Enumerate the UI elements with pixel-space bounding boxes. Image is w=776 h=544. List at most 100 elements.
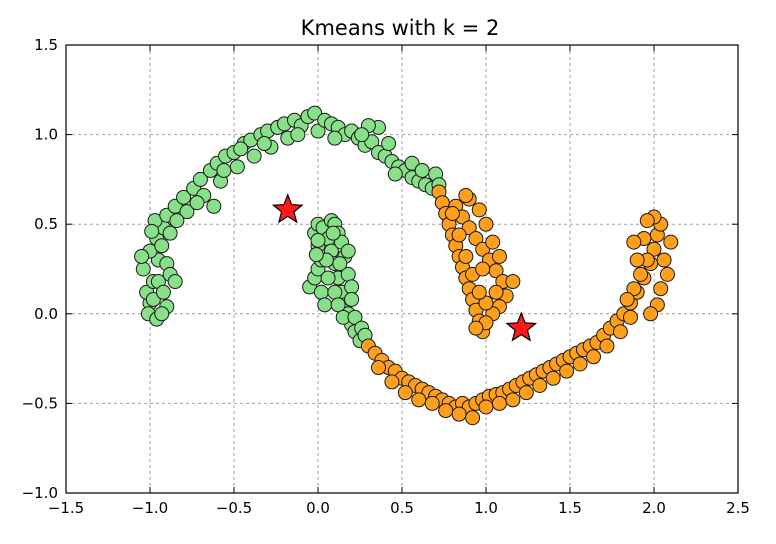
green-cluster-point xyxy=(317,297,333,313)
green-cluster-point xyxy=(216,162,232,178)
green-cluster-point xyxy=(340,243,356,259)
green-cluster-point xyxy=(145,291,161,307)
y-tick-label: 1.0 xyxy=(34,126,58,144)
orange-cluster-point xyxy=(491,395,507,411)
green-cluster-point xyxy=(310,123,326,139)
orange-cluster-point xyxy=(622,309,638,325)
orange-cluster-point xyxy=(475,241,491,257)
orange-cluster-point xyxy=(626,234,642,250)
green-cluster-point xyxy=(347,309,363,325)
green-cluster-point xyxy=(144,223,160,239)
orange-cluster-point xyxy=(505,392,521,408)
green-cluster-point xyxy=(332,256,348,272)
centroid-star xyxy=(271,193,304,224)
green-cluster-point xyxy=(330,297,346,313)
orange-cluster-point xyxy=(646,241,662,257)
y-tick-label: 1.5 xyxy=(34,36,58,54)
y-tick-label: 0.5 xyxy=(34,215,58,233)
green-cluster-point xyxy=(134,248,150,264)
x-tick-label: 1.0 xyxy=(474,499,498,517)
orange-cluster-point xyxy=(458,248,474,264)
orange-cluster-point xyxy=(424,395,440,411)
green-cluster-point xyxy=(233,141,249,157)
centroid-star xyxy=(505,311,538,342)
orange-cluster-point xyxy=(478,399,494,415)
green-cluster-point xyxy=(162,225,178,241)
orange-cluster-point xyxy=(559,363,575,379)
orange-cluster-point xyxy=(518,385,534,401)
orange-cluster-point xyxy=(471,284,487,300)
x-tick-label: 1.5 xyxy=(558,499,582,517)
green-cluster-point xyxy=(206,198,222,214)
orange-cluster-point xyxy=(451,227,467,243)
orange-cluster-point xyxy=(411,392,427,408)
green-cluster-point xyxy=(387,166,403,182)
x-tick-label: −1.5 xyxy=(48,499,84,517)
y-tick-label: 0.0 xyxy=(34,305,58,323)
orange-cluster-point xyxy=(461,220,477,236)
orange-cluster-point xyxy=(397,385,413,401)
x-tick-label: 2.5 xyxy=(726,499,750,517)
y-tick-label: −0.5 xyxy=(22,394,58,412)
orange-cluster-point xyxy=(663,234,679,250)
green-cluster-point xyxy=(246,148,262,164)
orange-cluster-point xyxy=(458,188,474,204)
orange-cluster-point xyxy=(619,291,635,307)
orange-cluster-point xyxy=(475,261,491,277)
orange-cluster-point xyxy=(653,281,669,297)
green-cluster-point xyxy=(307,105,323,121)
green-cluster-point xyxy=(192,171,208,187)
centroids xyxy=(271,193,538,342)
green-cluster-point xyxy=(155,284,171,300)
green-cluster-point xyxy=(154,306,170,322)
orange-cluster-point xyxy=(643,306,659,322)
orange-cluster-point xyxy=(468,320,484,336)
green-cluster-point xyxy=(381,136,397,152)
green-cluster-point xyxy=(354,127,370,143)
axis-ticks: −1.5 −1.0 −0.5 0.0 0.5 1.0 1.5 2.0 2.5−1.0−0.50.… xyxy=(22,36,750,517)
green-cluster-point xyxy=(327,284,343,300)
green-cluster-point xyxy=(169,213,185,229)
green-cluster-point xyxy=(179,204,195,220)
x-tick-label: 2.0 xyxy=(642,499,666,517)
orange-cluster-point xyxy=(384,374,400,390)
orange-cluster-point xyxy=(478,216,494,232)
orange-cluster-point xyxy=(505,274,521,290)
orange-cluster-point xyxy=(451,406,467,422)
orange-cluster-point xyxy=(659,266,675,282)
green-cluster-point xyxy=(404,155,420,171)
green-cluster-point xyxy=(313,284,329,300)
green-cluster-point xyxy=(167,274,183,290)
orange-cluster-point xyxy=(629,252,645,268)
chart-title: Kmeans with k = 2 xyxy=(301,16,500,40)
x-tick-label: −0.5 xyxy=(216,499,252,517)
green-cluster-point xyxy=(320,270,336,286)
green-cluster-point xyxy=(308,247,324,263)
green-cluster-point xyxy=(344,291,360,307)
orange-cluster-point xyxy=(488,284,504,300)
orange-cluster-point xyxy=(599,338,615,354)
orange-cluster-point xyxy=(532,377,548,393)
orange-cluster-point xyxy=(639,213,655,229)
orange-cluster-point xyxy=(626,281,642,297)
orange-cluster-point xyxy=(471,202,487,218)
orange-cluster-point xyxy=(438,403,454,419)
green-cluster-point xyxy=(176,189,192,205)
x-tick-label: −1.0 xyxy=(132,499,168,517)
x-tick-label: 0.0 xyxy=(306,499,330,517)
orange-cluster-point xyxy=(572,356,588,372)
orange-cluster-point xyxy=(465,410,481,426)
green-cluster-point xyxy=(256,136,272,152)
data-points xyxy=(134,105,679,426)
orange-cluster-point xyxy=(370,360,386,376)
green-cluster-point xyxy=(290,127,306,143)
orange-cluster-point xyxy=(491,248,507,264)
orange-cluster-point xyxy=(633,266,649,282)
green-cluster-point xyxy=(154,238,170,254)
orange-cluster-point xyxy=(586,349,602,365)
green-cluster-point xyxy=(325,225,341,241)
green-cluster-point xyxy=(364,134,380,150)
orange-cluster-point xyxy=(612,324,628,340)
